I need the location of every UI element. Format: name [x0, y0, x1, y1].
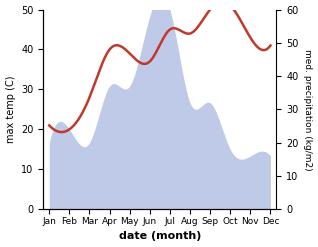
- Y-axis label: med. precipitation (kg/m2): med. precipitation (kg/m2): [303, 49, 313, 170]
- Y-axis label: max temp (C): max temp (C): [5, 76, 16, 143]
- X-axis label: date (month): date (month): [119, 231, 201, 242]
